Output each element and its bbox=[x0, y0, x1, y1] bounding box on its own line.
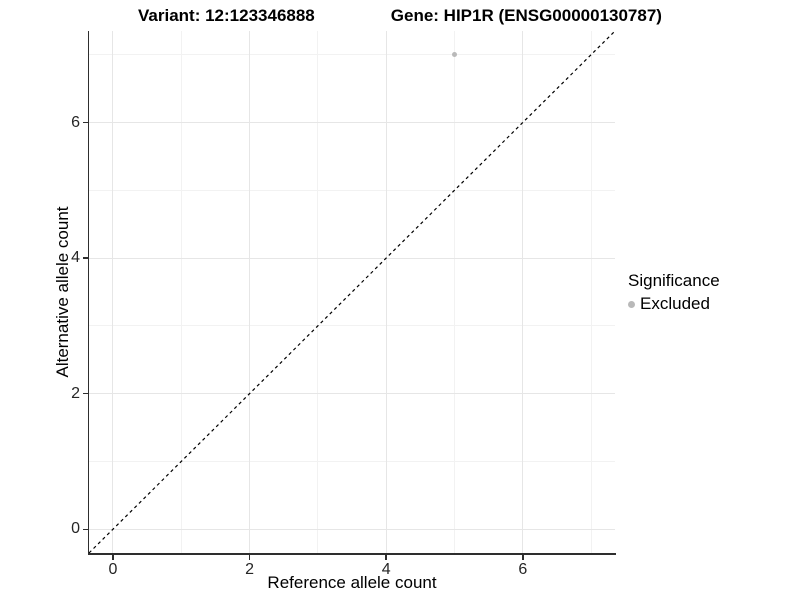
x-tick-label: 4 bbox=[381, 561, 391, 578]
x-axis-tick bbox=[112, 554, 114, 560]
y-axis-line bbox=[87, 31, 89, 555]
gridline-major-horizontal bbox=[89, 257, 615, 259]
data-point bbox=[451, 52, 457, 58]
gridline-minor-vertical bbox=[180, 31, 182, 553]
x-tick-label: 6 bbox=[518, 561, 528, 578]
y-axis-title: Alternative allele count bbox=[53, 206, 72, 378]
gridline-major-horizontal bbox=[89, 528, 615, 530]
legend-item-excluded: Excluded bbox=[628, 294, 720, 314]
y-axis-tick bbox=[82, 392, 88, 395]
gridline-major-horizontal bbox=[89, 122, 615, 124]
gridline-major-horizontal bbox=[89, 393, 615, 395]
y-axis-tick bbox=[82, 257, 88, 259]
gridline-major-vertical bbox=[112, 31, 114, 553]
gridline-minor-vertical bbox=[590, 31, 592, 553]
x-axis-title: Reference allele count bbox=[267, 573, 437, 592]
gridline-minor-horizontal bbox=[89, 54, 615, 56]
legend-point-icon bbox=[628, 300, 635, 308]
gridline-major-vertical bbox=[249, 31, 251, 553]
plot-title-gene: Gene: HIP1R (ENSG00000130787) bbox=[390, 6, 662, 25]
legend: Significance Excluded bbox=[628, 271, 720, 314]
x-tick-label: 2 bbox=[245, 561, 254, 578]
legend-item-label: Excluded bbox=[640, 294, 710, 313]
x-axis-line bbox=[87, 553, 616, 555]
y-axis-tick bbox=[82, 121, 88, 124]
gridline-minor-vertical bbox=[453, 31, 455, 553]
plot-title-variant: Variant: 12:123346888 bbox=[138, 6, 315, 25]
plot-panel bbox=[88, 30, 616, 554]
gridline-minor-horizontal bbox=[89, 189, 615, 191]
x-axis-tick bbox=[248, 554, 251, 560]
y-tick-label: 4 bbox=[71, 249, 80, 267]
gridline-major-vertical bbox=[385, 31, 387, 553]
legend-title: Significance bbox=[628, 271, 720, 290]
y-tick-label: 0 bbox=[71, 520, 80, 538]
x-tick-label: 0 bbox=[108, 561, 118, 578]
plot-title-row: Variant: 12:123346888 Gene: HIP1R (ENSG0… bbox=[0, 6, 800, 26]
gridline-minor-horizontal bbox=[89, 325, 615, 327]
x-axis-tick bbox=[385, 554, 387, 560]
identity-reference-line bbox=[88, 30, 616, 554]
gridline-major-vertical bbox=[522, 31, 524, 553]
gridline-minor-vertical bbox=[317, 31, 319, 553]
x-axis-tick bbox=[522, 554, 524, 560]
y-axis-tick bbox=[82, 528, 88, 531]
y-tick-label: 6 bbox=[71, 113, 80, 131]
y-tick-label: 2 bbox=[71, 384, 80, 402]
gridline-minor-horizontal bbox=[89, 460, 615, 462]
